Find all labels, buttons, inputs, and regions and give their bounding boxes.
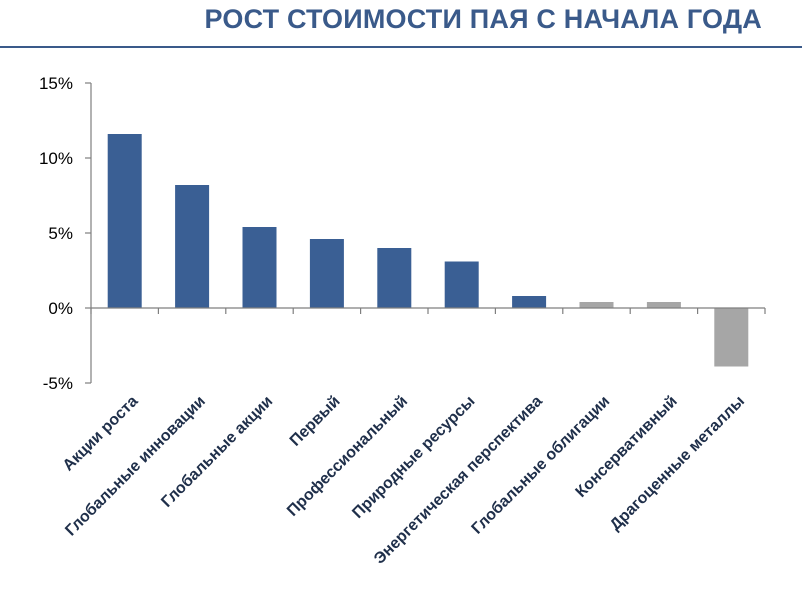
category-label: Глобальные акции [158,393,276,511]
bar [377,248,412,308]
y-tick-label: 15% [39,74,73,93]
y-tick-label: 5% [48,224,73,243]
bar [512,296,547,308]
bars [107,134,749,367]
category-label: Первый [287,393,344,450]
y-axis: 15% 10% 5% 0% -5% [39,74,92,393]
category-label: Профессиональный [284,393,411,520]
bar [175,185,210,308]
bar [444,261,479,308]
y-tick-label: -5% [43,374,73,393]
category-label: Глобальные инновации [62,393,209,540]
category-label: Глобальные облигации [469,393,614,538]
title-divider [0,46,802,48]
category-label: Драгоценные металлы [607,393,748,534]
chart-title: РОСТ СТОИМОСТИ ПАЯ С НАЧАЛА ГОДА [204,4,762,34]
category-label: Природные ресурсы [349,393,478,522]
y-tick-label: 0% [48,299,73,318]
bar [714,308,749,367]
bar [107,134,142,308]
bar [646,302,681,308]
bar [242,227,277,308]
y-tick-label: 10% [39,149,73,168]
bar [579,302,614,308]
x-axis [90,307,766,314]
bar [309,239,344,308]
